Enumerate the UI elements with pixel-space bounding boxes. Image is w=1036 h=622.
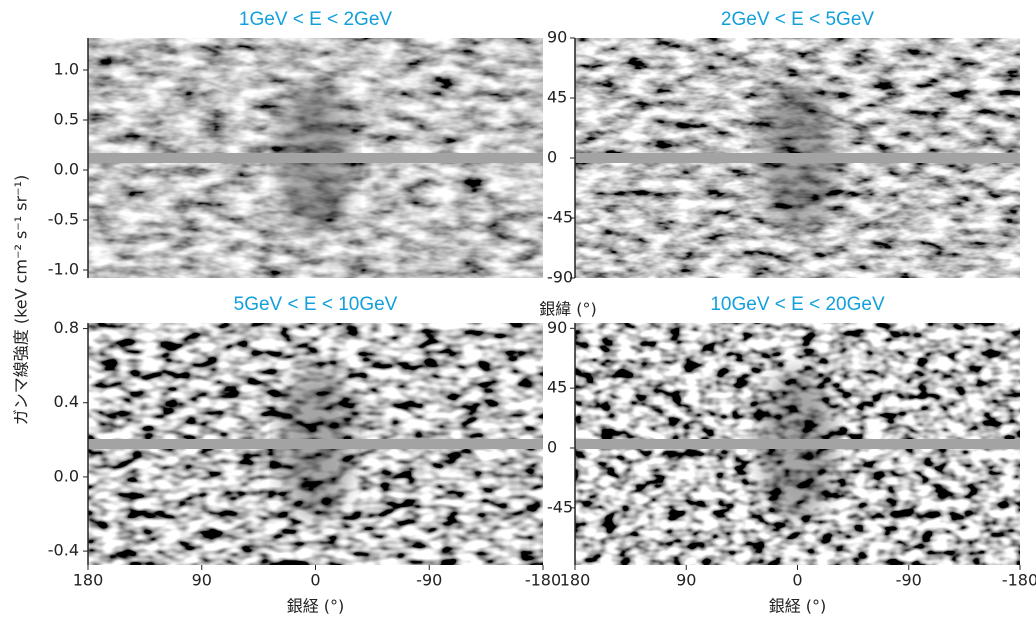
y-tick-label: -45 xyxy=(547,208,573,227)
x-axis-label: 銀経 (°) xyxy=(769,597,827,616)
y-tick-label: 0 xyxy=(547,148,557,167)
sky-map xyxy=(575,38,1020,278)
x-tick-label: 90 xyxy=(192,571,212,590)
y-tick-label: 1.0 xyxy=(54,60,79,79)
y-tick-label: -1.0 xyxy=(48,260,79,279)
y-tick-label: 0.8 xyxy=(54,318,79,337)
x-tick-label: -90 xyxy=(416,571,442,590)
y-tick-label: -90 xyxy=(547,268,573,287)
y-tick-label: 0.4 xyxy=(54,392,79,411)
sky-map xyxy=(575,323,1020,565)
x-tick-label: 0 xyxy=(792,571,802,590)
x-tick-label: -180 xyxy=(525,571,561,590)
sky-map xyxy=(88,38,543,278)
x-tick-label: 0 xyxy=(310,571,320,590)
x-axis-label: 銀経 (°) xyxy=(287,597,345,616)
y-tick-label: 45 xyxy=(547,378,567,397)
y-tick-label: -0.4 xyxy=(48,541,79,560)
x-tick-label: 180 xyxy=(560,571,591,590)
panel-title: 10GeV < E < 20GeV xyxy=(710,294,885,315)
y-tick-label: -45 xyxy=(547,497,573,516)
panel-title: 5GeV < E < 10GeV xyxy=(234,294,398,315)
y-tick-label: 0.0 xyxy=(54,160,79,179)
y-tick-label: 90 xyxy=(547,318,567,337)
y-tick-label: -0.5 xyxy=(48,210,79,229)
y-tick-label: 0 xyxy=(547,437,557,456)
y-tick-label: 0.0 xyxy=(54,466,79,485)
x-tick-label: 90 xyxy=(676,571,696,590)
plane-mask xyxy=(575,439,1020,449)
y-tick-label: 90 xyxy=(547,28,567,47)
plane-mask xyxy=(575,153,1020,163)
sky-map xyxy=(88,323,543,565)
plane-mask xyxy=(88,439,543,449)
y-tick-label: 0.5 xyxy=(54,110,79,129)
x-tick-label: 180 xyxy=(73,571,104,590)
panel-title: 1GeV < E < 2GeV xyxy=(239,9,392,30)
y-axis-label: 銀緯 (°) xyxy=(539,300,597,319)
y-axis-label: ガンマ線強度 (keV cm⁻² s⁻¹ sr⁻¹) xyxy=(12,175,31,426)
panel-title: 2GeV < E < 5GeV xyxy=(721,9,874,30)
plane-mask xyxy=(88,153,543,163)
y-tick-label: 45 xyxy=(547,88,567,107)
x-tick-label: -90 xyxy=(896,571,922,590)
x-tick-label: -180 xyxy=(1002,571,1036,590)
